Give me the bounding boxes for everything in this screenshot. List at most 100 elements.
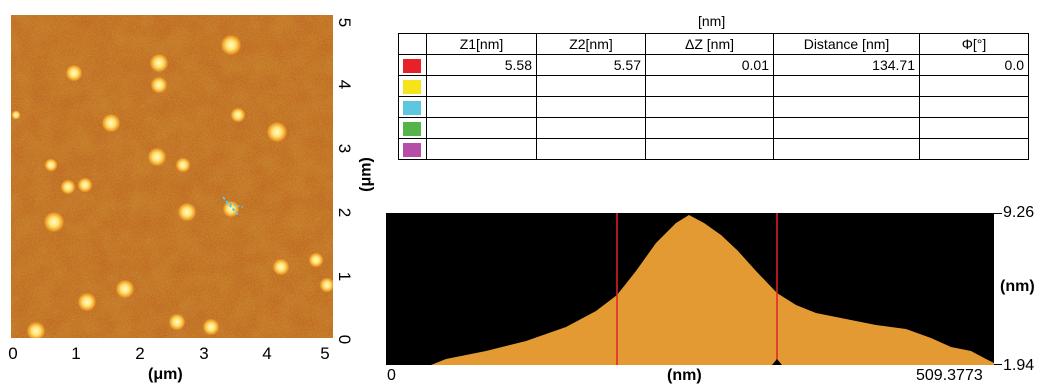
particle (44, 158, 58, 172)
table-cell-distance (773, 96, 920, 118)
particle (175, 157, 191, 173)
color-column-header (398, 33, 427, 55)
color-swatch[interactable] (403, 59, 421, 74)
color-swatch[interactable] (403, 80, 421, 95)
profile-x-max: 509.3773 (916, 367, 983, 384)
y-tick-label: 5 (335, 17, 354, 28)
y-min-tick (994, 364, 1002, 365)
particle (149, 53, 169, 73)
profile-area (386, 215, 994, 365)
profile-y-max: 9.26 (1003, 204, 1035, 221)
x-tick-label: 4 (262, 344, 272, 363)
color-swatch[interactable] (403, 101, 421, 116)
table-cell-phi: 0.0 (919, 54, 1029, 76)
table-cell-z1 (426, 75, 537, 97)
table-cell-distance: 134.71 (773, 54, 920, 76)
particle (11, 110, 21, 120)
particle (65, 64, 83, 82)
table-row[interactable]: 5.58 5.57 0.01 134.71 0.0 (398, 54, 1029, 76)
table-cell-z2 (536, 117, 646, 139)
particle (60, 179, 76, 195)
particle (77, 177, 93, 193)
particle (177, 202, 197, 222)
table-cell-phi (919, 75, 1029, 97)
table-row[interactable] (398, 96, 1029, 118)
row-color-cell[interactable] (398, 75, 427, 97)
profile-x-min: 0 (387, 367, 396, 384)
table-cell-phi (919, 117, 1029, 139)
measurement-table: Z1[nm] Z2[nm] ΔZ [nm] Distance [nm] Φ[°]… (398, 33, 1029, 160)
table-cell-phi (919, 96, 1029, 118)
table-cell-dz: 0.01 (645, 54, 774, 76)
x-tick-label: 3 (199, 344, 209, 363)
particle-group (11, 34, 333, 338)
table-cell-z1 (426, 96, 537, 118)
column-header: Distance [nm] (773, 33, 920, 55)
y-tick-label: 2 (335, 207, 354, 218)
x-axis-title: (μm) (148, 366, 183, 383)
particle (266, 121, 288, 143)
y-max-tick (994, 213, 1002, 214)
column-header: ΔZ [nm] (645, 33, 774, 55)
y-tick-label: 3 (335, 143, 354, 154)
particle (220, 34, 242, 56)
row-color-cell[interactable] (398, 138, 427, 160)
y-tick-label: 0 (335, 334, 354, 345)
table-cell-dz (645, 117, 774, 139)
table-cell-dz (645, 75, 774, 97)
table-cell-distance (773, 75, 920, 97)
table-cell-z2 (536, 96, 646, 118)
table-cell-distance (773, 138, 920, 160)
table-header-row: Z1[nm] Z2[nm] ΔZ [nm] Distance [nm] Φ[°] (398, 33, 1029, 55)
y-tick-label: 1 (335, 271, 354, 282)
particle (101, 113, 121, 133)
table-unit-header: [nm] (698, 13, 726, 29)
row-color-cell[interactable] (398, 117, 427, 139)
particle (272, 258, 290, 276)
column-header: Z2[nm] (536, 33, 646, 55)
profile-line-marker-2[interactable] (225, 202, 244, 208)
particle (43, 211, 65, 233)
row-color-cell[interactable] (398, 54, 427, 76)
particle (77, 292, 97, 312)
x-tick-label: 0 (8, 344, 18, 363)
color-swatch[interactable] (403, 122, 421, 137)
table-cell-z1 (426, 117, 537, 139)
column-header: Z1[nm] (426, 33, 537, 55)
row-color-cell[interactable] (398, 96, 427, 118)
x-tick-label: 2 (135, 344, 145, 363)
table-row[interactable] (398, 138, 1029, 160)
table-row[interactable] (398, 75, 1029, 97)
height-profile-plot[interactable] (386, 213, 994, 365)
table-cell-z2 (536, 75, 646, 97)
color-swatch[interactable] (403, 143, 421, 158)
table-cell-z1: 5.58 (426, 54, 537, 76)
particle (319, 277, 333, 293)
particle (202, 318, 220, 336)
table-row[interactable] (398, 117, 1029, 139)
cursor-marker-icon[interactable] (772, 359, 782, 365)
table-cell-z2 (536, 138, 646, 160)
particle (150, 76, 168, 94)
column-header: Φ[°] (919, 33, 1029, 55)
x-tick-label: 5 (320, 344, 330, 363)
particle (168, 313, 186, 331)
table-cell-dz (645, 96, 774, 118)
afm-height-image[interactable] (11, 15, 333, 338)
profile-line-marker[interactable] (222, 196, 239, 216)
particle (26, 321, 46, 338)
x-tick-label: 1 (71, 344, 81, 363)
particle (147, 147, 167, 167)
particle (308, 252, 324, 268)
table-cell-z1 (426, 138, 537, 160)
profile-y-unit: (nm) (1000, 278, 1035, 295)
particle (115, 279, 135, 299)
profile-y-min: 1.94 (1003, 357, 1035, 374)
profile-x-unit: (nm) (667, 367, 702, 384)
table-cell-phi (919, 138, 1029, 160)
table-body: 5.58 5.57 0.01 134.71 0.0 (398, 54, 1029, 160)
table-cell-distance (773, 117, 920, 139)
table-cell-dz (645, 138, 774, 160)
y-tick-label: 4 (335, 79, 354, 90)
table-cell-z2: 5.57 (536, 54, 646, 76)
